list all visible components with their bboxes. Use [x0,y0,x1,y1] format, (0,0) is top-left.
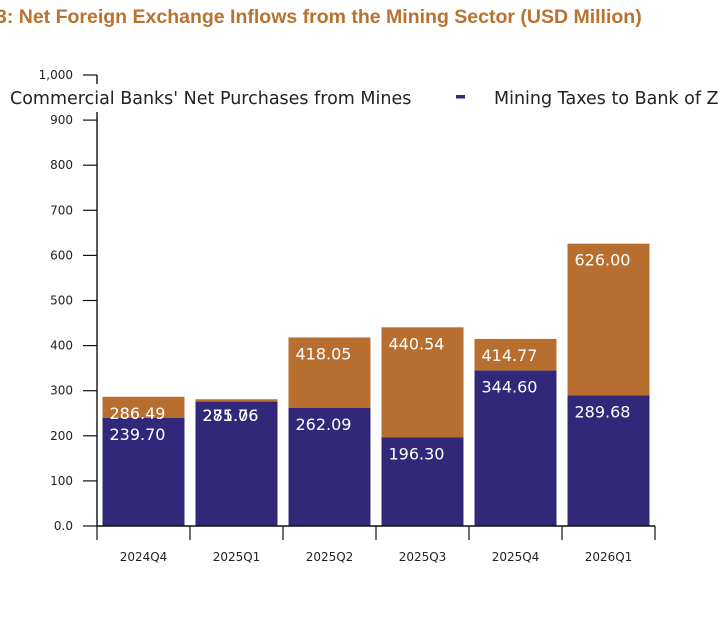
data-label-2025Q3-upper: 440.54 [389,334,445,353]
legend: Commercial Banks' Net Purchases from Min… [0,84,720,112]
bar-segment-2025Q1-upper [195,399,278,402]
y-tick-label-0.0: 0.0 [54,519,73,533]
legend-label-series-1: Commercial Banks' Net Purchases from Min… [10,89,411,109]
x-tick-label-2026Q1: 2026Q1 [585,550,633,564]
x-tick-label-2025Q3: 2025Q3 [399,550,447,564]
y-tick-label-1,000: 1,000 [39,68,73,82]
bar-segment-2025Q4-upper [474,338,557,371]
y-tick-label-400: 400 [50,339,73,353]
chart-title: 3: Net Foreign Exchange Inflows from the… [0,6,642,28]
legend-background [0,84,720,112]
bar-segment-2025Q3-lower [381,437,464,526]
y-tick-label-700: 700 [50,203,73,217]
data-label-2025Q2-upper: 418.05 [296,344,352,363]
x-tick-label-2025Q4: 2025Q4 [492,550,540,564]
bar-segment-2024Q4-upper [102,396,185,418]
data-label-2025Q1-upper: 281.06 [203,406,259,425]
data-label-2026Q1-upper: 626.00 [575,251,631,270]
legend-swatch-series-1 [456,95,465,99]
y-tick-label-900: 900 [50,113,73,127]
bar-segment-2025Q3-upper [381,327,464,438]
legend-label-series-2: Mining Taxes to Bank of Z [494,89,719,109]
data-label-2024Q4-upper: 286.49 [110,404,166,423]
bars-layer [102,243,650,526]
axes-layer: 2024Q4 2025Q1 2025Q2 2025Q3 2025Q4 2026Q1 0.0 1… [39,68,656,564]
data-label-2025Q1-lower: 275.76 [203,406,259,425]
data-label-2024Q4-lower: 239.70 [110,425,166,444]
y-tick-label-100: 100 [50,474,73,488]
y-tick-label-300: 300 [50,384,73,398]
x-tick-label-2024Q4: 2024Q4 [120,550,168,564]
bar-segment-2025Q4-lower [474,370,557,526]
bar-segment-2025Q2-upper [288,337,371,408]
data-label-2025Q4-lower: 344.60 [482,378,538,397]
data-label-2025Q2-lower: 262.09 [296,415,352,434]
x-tick-label-2025Q2: 2025Q2 [306,550,354,564]
bar-segment-2025Q2-lower [288,407,371,526]
bar-segment-2026Q1-upper [567,243,650,396]
data-label-2026Q1-lower: 289.68 [575,402,631,421]
data-label-2025Q3-lower: 196.30 [389,444,445,463]
bar-segment-2024Q4-lower [102,417,185,526]
bar-segment-2026Q1-lower [567,395,650,526]
bar-segment-2025Q1-lower [195,401,278,526]
y-tick-label-200: 200 [50,429,73,443]
y-tick-label-500: 500 [50,294,73,308]
y-tick-label-600: 600 [50,248,73,262]
x-tick-label-2025Q1: 2025Q1 [213,550,261,564]
data-label-2025Q4-upper: 414.77 [482,346,538,365]
y-tick-label-800: 800 [50,158,73,172]
